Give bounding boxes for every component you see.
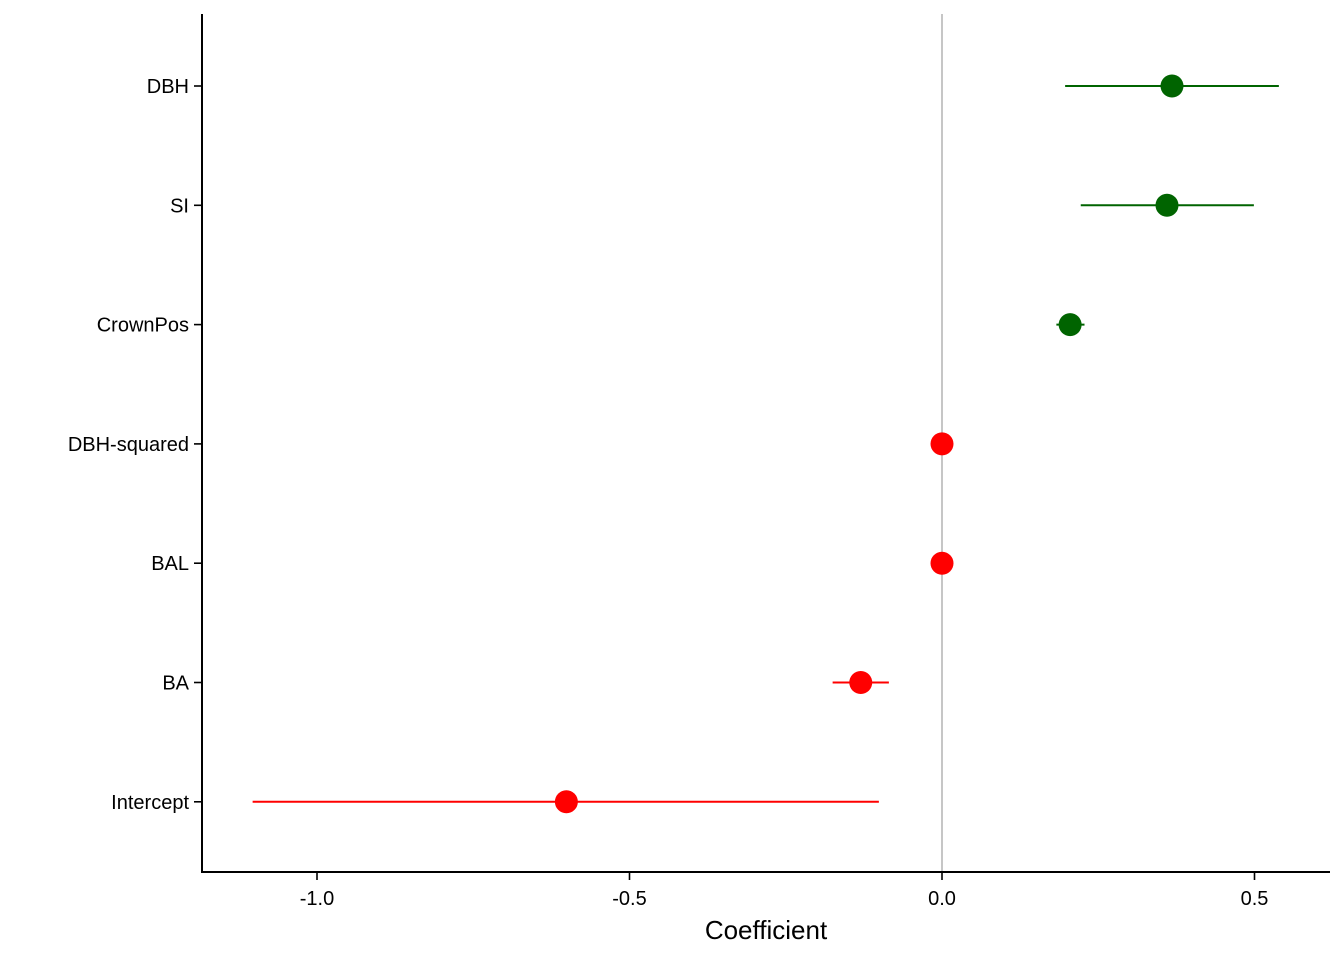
point-si	[1155, 193, 1179, 217]
point-intercept	[554, 790, 578, 814]
y-tick-label-crownpos: CrownPos	[97, 315, 189, 337]
error-bars	[252, 85, 1279, 803]
y-tick-label-dbh: DBH	[147, 76, 189, 98]
y-tick-label-ba: BA	[162, 673, 189, 695]
y-tick-label-intercept: Intercept	[111, 792, 189, 814]
x-tick-label-neg0p5: -0.5	[612, 888, 646, 910]
point-crownpos	[1058, 313, 1082, 337]
x-tick-label-0p5: 0.5	[1241, 888, 1269, 910]
x-tick-label-0p0: 0.0	[928, 888, 956, 910]
y-tick-label-si: SI	[170, 195, 189, 217]
point-dbh	[1160, 74, 1184, 98]
y-tick-label-dbh-squared: DBH-squared	[68, 434, 189, 456]
point-estimates	[554, 74, 1184, 814]
point-ba	[849, 671, 873, 694]
x-axis-title: Coefficient	[705, 915, 828, 945]
point-dbh-squared	[930, 432, 954, 456]
y-tick-label-bal: BAL	[151, 553, 189, 575]
y-axis-ticks: DBH SI CrownPos DBH-squared BAL BA Intercept	[68, 76, 202, 814]
x-axis-ticks: -1.0 -0.5 0.0 0.5	[300, 872, 1269, 910]
x-tick-label-neg1p0: -1.0	[300, 888, 334, 910]
point-bal	[930, 551, 954, 575]
